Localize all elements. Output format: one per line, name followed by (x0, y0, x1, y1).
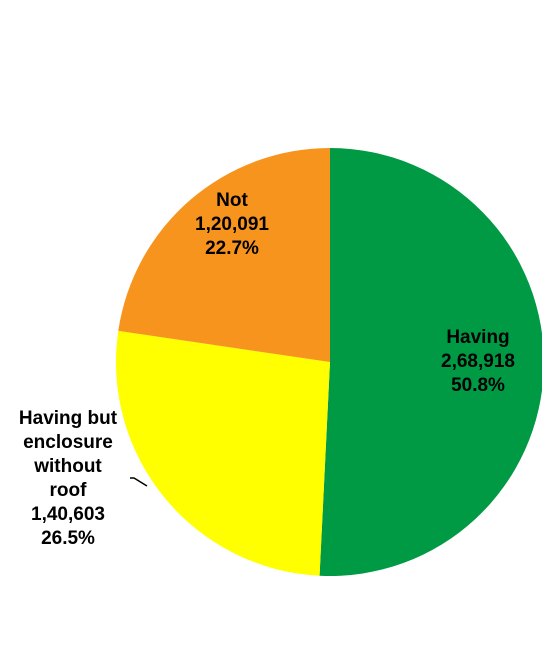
slice-category-label: roof (50, 480, 88, 501)
slice-category-label: enclosure (23, 432, 113, 453)
slice-percent-label: 26.5% (41, 528, 95, 549)
pie-slice-2 (116, 330, 330, 576)
slice-percent-label: 22.7% (205, 238, 259, 259)
leader-line-2 (130, 477, 148, 487)
slice-percent-label: 50.8% (451, 375, 505, 396)
slice-label-3: Not 1,20,091 22.7% (195, 190, 269, 259)
slice-value-label: 1,40,603 (31, 504, 105, 525)
slice-label-1: Having 2,68,918 50.8% (441, 327, 515, 396)
pie-slices (116, 148, 542, 576)
slice-label-2: Having but enclosure without roof 1,40,603 26… (19, 408, 118, 549)
slice-value-label: 2,68,918 (441, 351, 515, 372)
slice-category-label: Having but (19, 408, 118, 429)
slice-labels: Having 2,68,918 50.8% Having but enclosure wi… (19, 190, 515, 549)
slice-category-label: Having (446, 327, 509, 348)
slice-category-label: Not (216, 190, 248, 211)
pie-slice-3 (118, 148, 330, 362)
slice-category-label: without (33, 456, 102, 477)
leader-lines (130, 477, 148, 487)
slice-value-label: 1,20,091 (195, 214, 269, 235)
pie-slice-1 (319, 148, 542, 576)
